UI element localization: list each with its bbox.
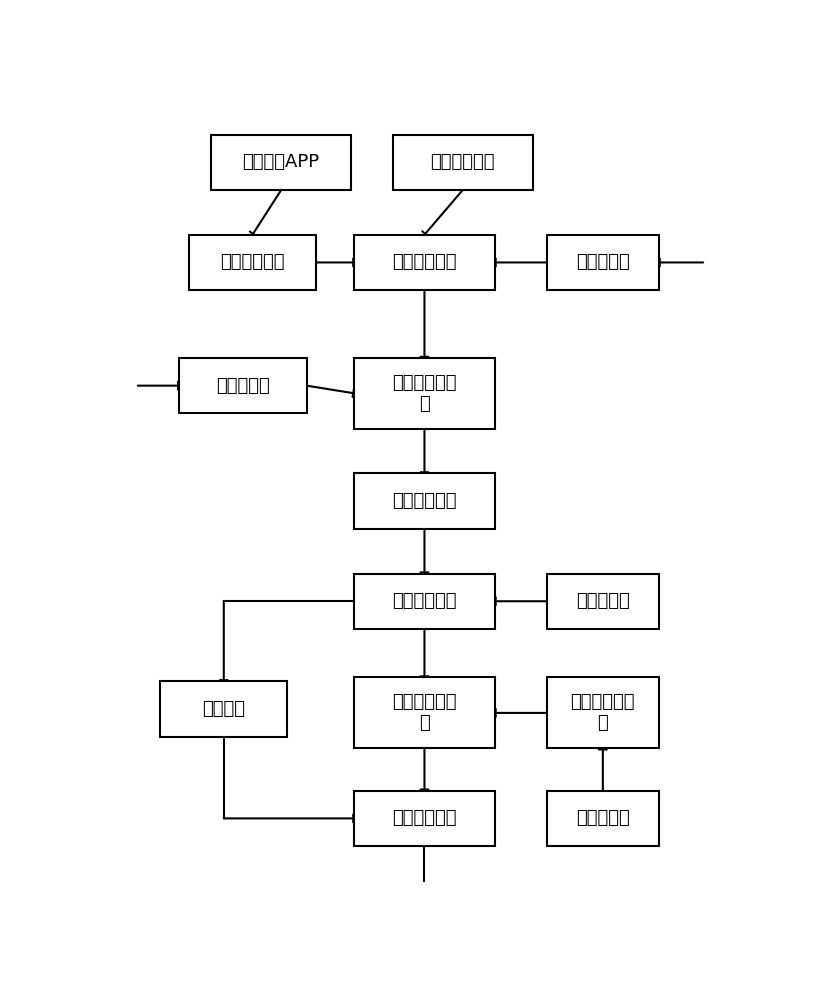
FancyBboxPatch shape [354,677,495,748]
Text: 案例数据库: 案例数据库 [576,592,630,610]
FancyBboxPatch shape [393,135,533,190]
FancyBboxPatch shape [547,791,658,846]
FancyBboxPatch shape [547,677,658,748]
FancyBboxPatch shape [547,235,658,290]
Text: 题目数据库: 题目数据库 [576,809,630,827]
Text: 教案展示单元: 教案展示单元 [392,592,457,610]
Text: 教案生成单元: 教案生成单元 [392,492,457,510]
FancyBboxPatch shape [354,358,495,429]
Text: 内表数据库: 内表数据库 [216,377,270,395]
Text: 日志数据库: 日志数据库 [576,253,630,271]
FancyBboxPatch shape [354,574,495,629]
FancyBboxPatch shape [211,135,351,190]
FancyBboxPatch shape [354,473,495,529]
FancyBboxPatch shape [160,681,288,737]
Text: 学习强国APP: 学习强国APP [242,153,320,171]
Text: 评价值分析单
元: 评价值分析单 元 [392,374,457,413]
FancyBboxPatch shape [354,791,495,846]
FancyBboxPatch shape [179,358,307,413]
Text: 账户管理单元: 账户管理单元 [431,153,495,171]
Text: 案例获取单元: 案例获取单元 [220,253,284,271]
FancyBboxPatch shape [354,235,495,290]
Text: 案例更新单元: 案例更新单元 [392,809,457,827]
FancyBboxPatch shape [547,574,658,629]
FancyBboxPatch shape [189,235,316,290]
Text: 评价值汇总单
元: 评价值汇总单 元 [570,694,635,732]
Text: 帧计时器: 帧计时器 [202,700,245,718]
Text: 评价值获取单
元: 评价值获取单 元 [392,694,457,732]
Text: 案例检索单元: 案例检索单元 [392,253,457,271]
